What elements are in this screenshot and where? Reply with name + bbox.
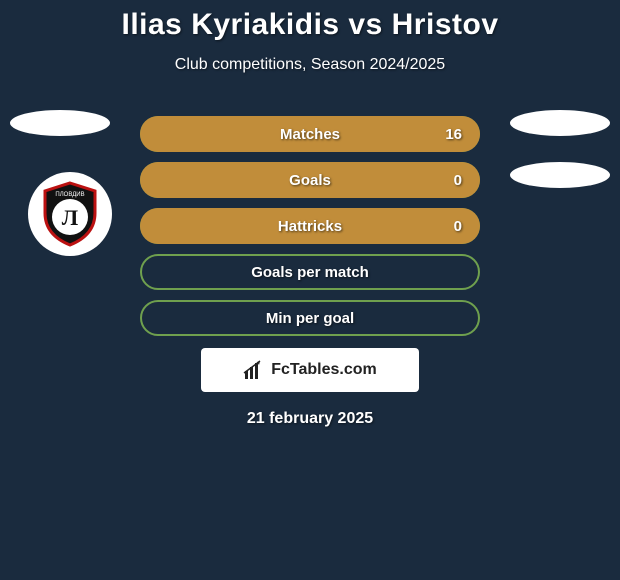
date-label: 21 february 2025 — [0, 410, 620, 428]
stat-label: Goals per match — [251, 264, 369, 281]
svg-text:Л: Л — [62, 205, 79, 230]
bar-chart-icon — [243, 359, 265, 381]
stat-pill: Min per goal — [140, 300, 480, 336]
club-crest-icon: ПЛОВДИВ Л — [35, 179, 105, 249]
stat-label: Hattricks — [278, 218, 342, 235]
stats-section: ПЛОВДИВ Л Matches16Goals0Hattricks0Goals… — [0, 116, 620, 428]
stat-label: Min per goal — [266, 310, 354, 327]
left-avatar-placeholder-1 — [10, 110, 110, 136]
right-avatar-placeholder-2 — [510, 162, 610, 188]
stat-value: 16 — [445, 126, 462, 143]
stat-value: 0 — [454, 218, 462, 235]
stat-label: Matches — [280, 126, 340, 143]
svg-text:ПЛОВДИВ: ПЛОВДИВ — [55, 192, 84, 198]
stat-pill: Goals per match — [140, 254, 480, 290]
stat-label: Goals — [289, 172, 331, 189]
fctables-attribution: FcTables.com — [201, 348, 419, 392]
stat-pill: Goals 0 — [140, 162, 480, 198]
subtitle: Club competitions, Season 2024/2025 — [0, 56, 620, 74]
stat-pill: Hattricks 0 — [140, 208, 480, 244]
stat-value: 0 — [454, 172, 462, 189]
stat-pill: Matches 16 — [140, 116, 480, 152]
right-avatar-placeholder-1 — [510, 110, 610, 136]
club-badge: ПЛОВДИВ Л — [28, 172, 112, 256]
page-title: Ilias Kyriakidis vs Hristov — [0, 8, 620, 42]
fctables-label: FcTables.com — [271, 361, 377, 379]
